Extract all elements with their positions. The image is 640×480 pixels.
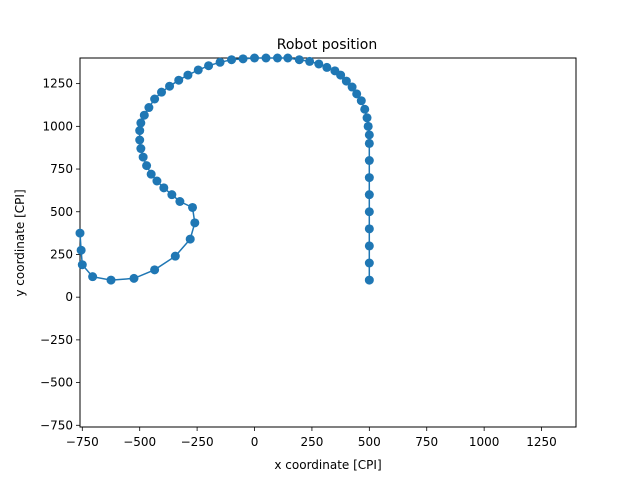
x-tick-label: 750: [415, 435, 438, 449]
y-tick-label: −750: [40, 418, 73, 432]
data-point: [283, 53, 293, 63]
data-point: [152, 176, 162, 186]
data-point: [146, 169, 156, 179]
x-axis-label: x coordinate [CPI]: [274, 458, 381, 472]
y-axis-ticks: −750 −500 −250 0 250 500 750 1000 1250: [40, 77, 80, 432]
data-point: [150, 265, 160, 275]
y-tick-label: 250: [50, 247, 73, 261]
data-point: [175, 197, 185, 206]
data-point: [364, 275, 374, 285]
x-tick-label: −750: [66, 435, 99, 449]
data-point: [362, 113, 372, 123]
data-point: [193, 65, 203, 75]
data-point: [106, 275, 116, 285]
data-point: [165, 81, 175, 91]
y-tick-label: 750: [50, 162, 73, 176]
series-layer: [75, 53, 374, 285]
x-tick-label: 500: [358, 435, 381, 449]
data-point: [364, 258, 374, 268]
series-line: [79, 57, 371, 281]
data-point: [364, 156, 374, 165]
x-tick-label: −250: [181, 435, 214, 449]
data-point: [136, 118, 146, 128]
y-tick-label: 0: [65, 290, 73, 304]
data-point: [136, 144, 146, 154]
y-tick-label: 1000: [42, 119, 73, 133]
data-point: [215, 57, 225, 67]
data-point: [144, 103, 154, 113]
data-point: [330, 66, 340, 76]
data-point: [135, 126, 145, 136]
data-point: [129, 273, 139, 283]
data-point: [364, 173, 374, 183]
data-point: [183, 70, 193, 80]
data-point: [135, 135, 145, 145]
data-point: [352, 89, 362, 99]
data-point: [138, 152, 148, 162]
data-point: [364, 130, 374, 140]
data-point: [364, 224, 374, 234]
x-tick-label: −500: [123, 435, 156, 449]
data-point: [272, 53, 282, 63]
data-point: [364, 138, 374, 148]
data-point: [185, 234, 195, 244]
data-point: [167, 190, 177, 200]
data-point: [305, 56, 315, 66]
x-tick-label: 0: [251, 435, 259, 449]
data-point: [347, 82, 357, 92]
data-point: [341, 76, 351, 86]
y-tick-label: −500: [40, 376, 73, 390]
x-axis-ticks: −750 −500 −250 0 250 500 750 1000 1250: [66, 427, 557, 449]
data-point: [76, 245, 86, 255]
data-point: [363, 121, 373, 131]
data-point: [364, 207, 374, 217]
data-point: [356, 96, 366, 106]
data-point: [360, 104, 370, 114]
data-point: [77, 260, 87, 270]
y-tick-label: 500: [50, 205, 73, 219]
plot-area: [79, 57, 577, 428]
data-point: [294, 55, 304, 65]
data-point: [261, 53, 271, 63]
data-point: [190, 218, 200, 228]
data-point: [150, 94, 160, 104]
x-tick-label: 250: [300, 435, 323, 449]
data-point: [364, 190, 374, 200]
data-point: [204, 61, 214, 71]
data-point: [238, 54, 248, 64]
data-point: [314, 59, 324, 69]
data-point: [170, 251, 180, 261]
x-tick-label: 1250: [526, 435, 557, 449]
data-point: [139, 110, 149, 120]
y-axis-label: y coordinate [CPI]: [13, 189, 27, 296]
chart-title: Robot position: [277, 37, 378, 53]
y-tick-label: 1250: [42, 77, 73, 91]
x-tick-label: 1000: [469, 435, 500, 449]
y-tick-label: −250: [40, 333, 73, 347]
data-point: [227, 55, 237, 65]
data-point: [159, 183, 169, 193]
data-point: [174, 75, 184, 85]
data-point: [250, 53, 260, 63]
data-point: [364, 241, 374, 251]
data-point: [142, 161, 152, 171]
data-point: [188, 202, 198, 212]
data-point: [75, 228, 85, 238]
data-point: [88, 272, 98, 282]
data-point: [322, 62, 332, 72]
data-point: [157, 87, 167, 97]
